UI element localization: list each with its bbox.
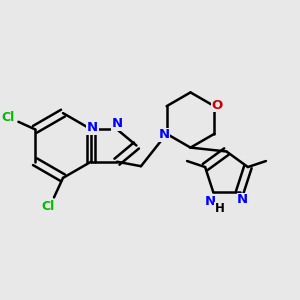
Text: O: O: [212, 99, 223, 112]
Text: N: N: [112, 117, 123, 130]
Text: Cl: Cl: [41, 200, 55, 213]
Text: Cl: Cl: [1, 111, 15, 124]
Text: N: N: [87, 121, 98, 134]
Text: H: H: [215, 202, 225, 215]
Text: N: N: [237, 193, 248, 206]
Text: N: N: [159, 128, 170, 141]
Text: N: N: [205, 195, 216, 208]
